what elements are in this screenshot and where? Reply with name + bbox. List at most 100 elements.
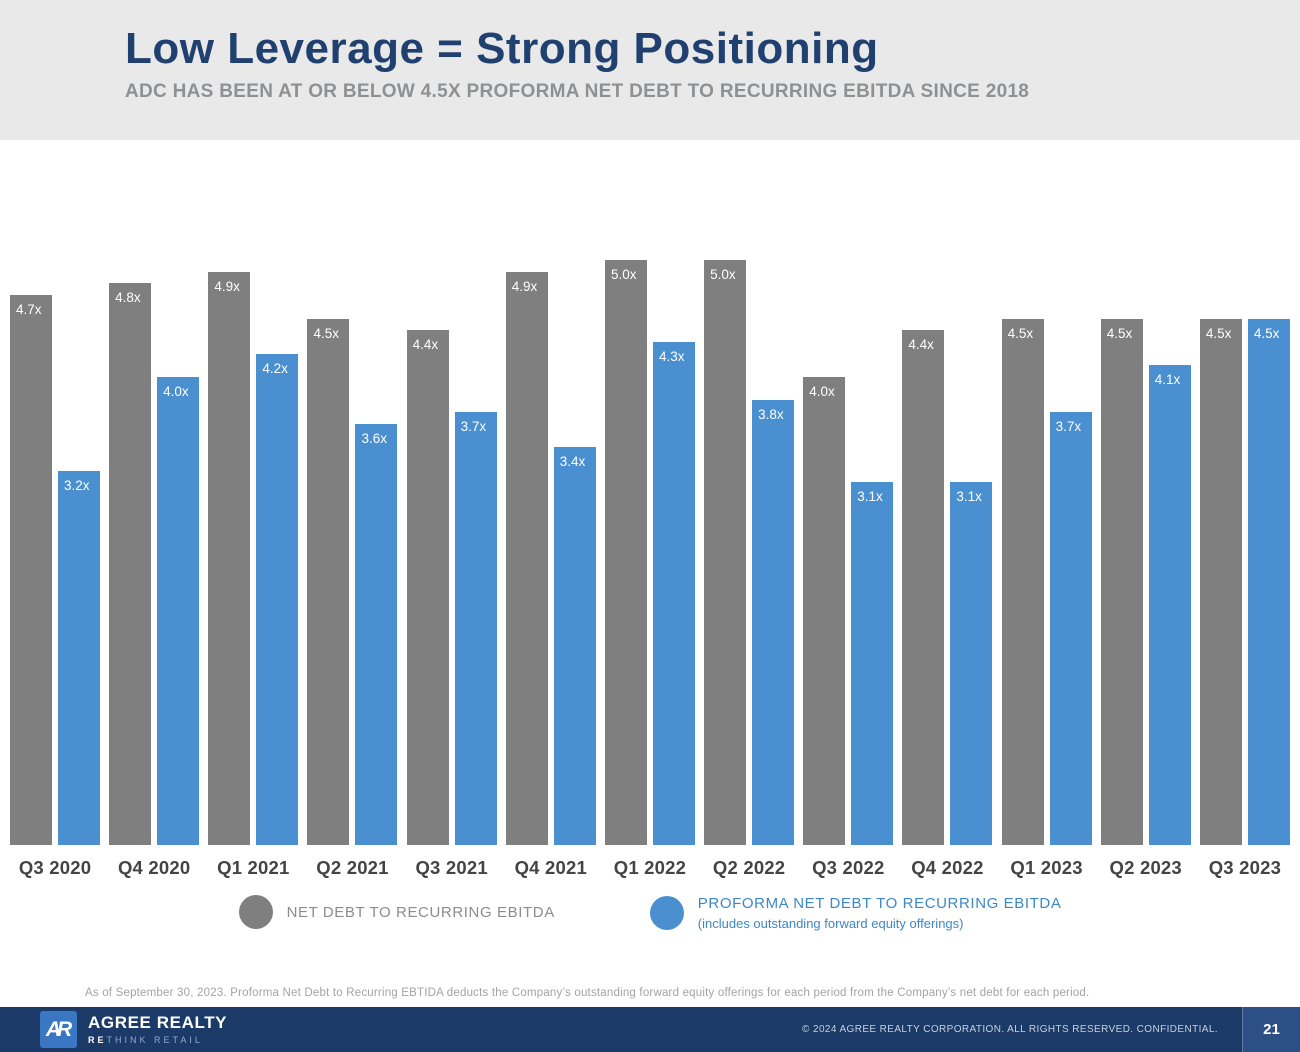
bar-pair: 4.5x 4.5x: [1199, 260, 1290, 845]
bar-value-label: 3.7x: [1055, 419, 1082, 435]
bar-value-label: 4.0x: [163, 384, 189, 399]
legend-note-proforma: (includes outstanding forward equity off…: [697, 916, 964, 931]
logo-monogram: AR: [45, 1017, 72, 1041]
net-debt-bar: 4.7x: [10, 295, 52, 845]
bar-pair: 4.0x 3.1x: [803, 260, 894, 845]
bar-pair: 4.4x 3.1x: [902, 260, 993, 845]
proforma-net-debt-bar: 4.0x: [157, 377, 200, 845]
footnote: As of September 30, 2023. Proforma Net D…: [85, 987, 1090, 999]
net-debt-bar: 4.8x: [109, 283, 152, 845]
copyright-text: © 2024 AGREE REALTY CORPORATION. ALL RIG…: [802, 1024, 1218, 1035]
bar-pair: 4.9x 3.4x: [505, 260, 596, 845]
bar-value-label: 3.6x: [361, 430, 387, 446]
bar-group: 4.9x 4.2x Q1 2021: [208, 260, 299, 879]
x-axis-label: Q1 2023: [1010, 857, 1083, 878]
x-axis-label: Q3 2022: [812, 857, 885, 878]
bar-value-label: 4.5x: [313, 325, 339, 341]
proforma-net-debt-bar: 4.3x: [652, 341, 695, 845]
net-debt-bar: 5.0x: [604, 260, 647, 845]
bar-group: 4.9x 3.4x Q4 2021: [505, 260, 596, 879]
brand-block: AGREE REALTY RETHINK RETAIL: [88, 1013, 228, 1045]
bar-pair: 4.5x 3.7x: [1001, 260, 1092, 845]
bar-value-label: 3.1x: [956, 489, 982, 505]
x-axis-label: Q4 2022: [911, 857, 984, 878]
bar-group: 4.5x 4.5x Q3 2023: [1199, 260, 1290, 879]
agree-realty-logo-icon: AR: [40, 1011, 77, 1048]
bar-pair: 4.9x 4.2x: [208, 260, 299, 845]
bar-chart: 4.7x 3.2x Q3 2020 4.8x 4.0x Q4 2020 4.9x 4.2x Q1…: [0, 260, 1300, 879]
legend-label-proforma: PROFORMA NET DEBT TO RECURRING EBITDA: [697, 895, 1062, 912]
brand-tagline-rest: THINK RETAIL: [106, 1034, 203, 1045]
bar-value-label: 4.4x: [412, 337, 439, 353]
net-debt-bar: 4.4x: [406, 330, 449, 845]
bar-value-label: 4.0x: [809, 384, 835, 399]
bar-value-label: 3.1x: [857, 489, 883, 505]
bar-pair: 5.0x 3.8x: [704, 260, 795, 845]
bar-group: 4.8x 4.0x Q4 2020: [109, 260, 200, 879]
bar-value-label: 4.5x: [1205, 325, 1232, 341]
net-debt-bar: 4.5x: [1100, 318, 1143, 845]
slide-header: Low Leverage = Strong Positioning ADC HA…: [0, 0, 1300, 140]
chart-legend: NET DEBT TO RECURRING EBITDA PROFORMA NE…: [0, 895, 1300, 931]
bar-value-label: 5.0x: [610, 267, 637, 282]
proforma-net-debt-bar: 4.5x: [1247, 318, 1290, 845]
proforma-net-debt-bar: 3.4x: [553, 447, 596, 845]
net-debt-bar: 4.9x: [208, 271, 251, 845]
x-axis-label: Q4 2021: [514, 857, 587, 878]
bar-pair: 4.7x 3.2x: [10, 260, 100, 845]
legend-item-proforma: PROFORMA NET DEBT TO RECURRING EBITDA (i…: [649, 895, 1062, 931]
bar-value-label: 4.1x: [1154, 372, 1181, 388]
bar-value-label: 4.9x: [511, 278, 538, 294]
proforma-net-debt-bar: 4.2x: [256, 353, 299, 845]
net-debt-bar: 4.4x: [902, 330, 945, 845]
proforma-net-debt-bar: 3.1x: [851, 482, 894, 845]
net-debt-bar: 4.5x: [307, 318, 350, 845]
bar-value-label: 3.2x: [64, 477, 90, 493]
bar-value-label: 4.7x: [16, 302, 42, 318]
page-title: Low Leverage = Strong Positioning: [125, 24, 879, 73]
x-axis-label: Q3 2020: [18, 857, 92, 878]
net-debt-bar: 4.5x: [1199, 318, 1242, 845]
blue-legend-dot-icon: [649, 896, 684, 930]
bar-value-label: 4.2x: [262, 360, 288, 376]
x-axis-label: Q1 2022: [613, 857, 687, 878]
bar-group: 4.4x 3.7x Q3 2021: [406, 260, 497, 879]
gray-legend-dot-icon: [238, 895, 273, 929]
bar-group: 5.0x 3.8x Q2 2022: [704, 260, 795, 879]
bar-group: 4.5x 3.7x Q1 2023: [1001, 260, 1092, 879]
proforma-net-debt-bar: 3.1x: [950, 482, 993, 845]
bar-pair: 4.5x 3.6x: [307, 260, 398, 845]
x-axis-label: Q3 2021: [415, 857, 488, 878]
legend-item-net-debt: NET DEBT TO RECURRING EBITDA: [238, 895, 555, 929]
bar-group: 4.5x 3.6x Q2 2021: [307, 260, 398, 879]
net-debt-bar: 4.0x: [803, 377, 846, 845]
proforma-net-debt-bar: 4.1x: [1148, 365, 1191, 845]
bar-value-label: 4.3x: [658, 348, 685, 364]
bar-value-label: 3.8x: [758, 407, 784, 423]
bar-value-label: 3.7x: [460, 419, 487, 435]
proforma-net-debt-bar: 3.7x: [1049, 412, 1092, 845]
legend-label-net-debt: NET DEBT TO RECURRING EBITDA: [286, 903, 555, 921]
proforma-net-debt-bar: 3.7x: [454, 412, 497, 845]
bar-value-label: 4.8x: [115, 290, 141, 306]
bar-value-label: 4.4x: [908, 337, 934, 353]
x-axis-label: Q1 2021: [217, 857, 290, 878]
bar-value-label: 4.5x: [1106, 325, 1133, 341]
brand-tagline: RETHINK RETAIL: [88, 1035, 227, 1045]
bar-value-label: 5.0x: [710, 267, 736, 282]
bar-pair: 5.0x 4.3x: [604, 260, 695, 845]
brand-name: AGREE REALTY: [88, 1013, 228, 1033]
net-debt-bar: 4.9x: [505, 271, 548, 845]
page-subtitle: ADC HAS BEEN AT OR BELOW 4.5X PROFORMA N…: [125, 81, 1030, 103]
bar-pair: 4.4x 3.7x: [406, 260, 497, 845]
bar-value-label: 4.9x: [214, 278, 240, 294]
x-axis-label: Q2 2022: [712, 857, 786, 878]
x-axis-label: Q4 2020: [117, 857, 191, 878]
footer-bar: AR AGREE REALTY RETHINK RETAIL © 2024 AG…: [0, 1007, 1300, 1052]
bar-pair: 4.8x 4.0x: [109, 260, 200, 845]
bar-group: 4.0x 3.1x Q3 2022: [803, 260, 894, 879]
proforma-net-debt-bar: 3.2x: [58, 470, 100, 845]
x-axis-label: Q2 2023: [1109, 857, 1182, 878]
page-number: 21: [1242, 1007, 1300, 1052]
bar-group: 4.7x 3.2x Q3 2020: [10, 260, 100, 879]
